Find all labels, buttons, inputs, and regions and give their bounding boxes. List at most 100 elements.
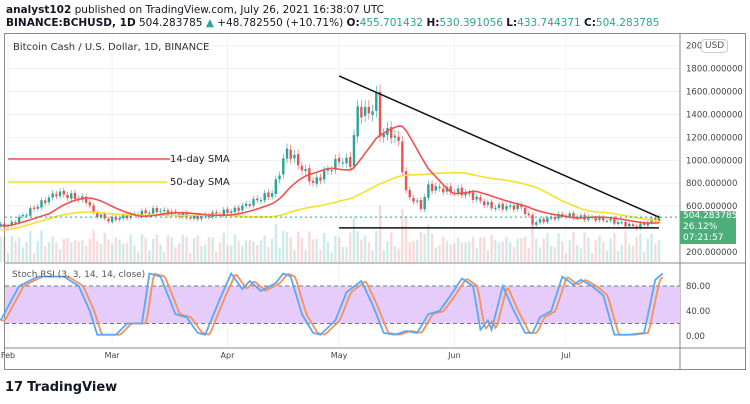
high-label: H: — [426, 17, 440, 29]
volume-bar — [445, 241, 449, 262]
volume-bar — [36, 241, 39, 262]
currency-button[interactable]: USD — [701, 39, 729, 53]
volume-bar — [32, 253, 36, 262]
candle-body — [285, 148, 289, 159]
volume-bar — [553, 246, 557, 262]
volume-bar — [587, 237, 590, 262]
candle-body — [326, 169, 330, 171]
candle-body — [88, 202, 92, 206]
stoch-tick-label: 0.00 — [686, 332, 705, 342]
volume-bar — [464, 242, 467, 262]
candle-body — [434, 186, 437, 191]
volume-bar — [442, 236, 445, 262]
volume-bar — [207, 236, 211, 262]
volume-bar — [404, 215, 408, 262]
candle-body — [323, 170, 326, 180]
volume-bar — [203, 244, 207, 262]
price-tick-label: 800.000000 — [686, 179, 737, 189]
volume-bar — [311, 239, 315, 262]
candle-body — [572, 213, 575, 219]
resistance-trendline — [338, 75, 660, 218]
candle-body — [125, 215, 129, 219]
candle-body — [382, 133, 385, 138]
volume-bar — [44, 246, 47, 262]
candle-body — [129, 214, 132, 218]
volume-bar — [609, 238, 612, 262]
volume-bar — [323, 232, 326, 262]
volume-bar — [371, 250, 374, 262]
volume-bar — [337, 237, 341, 262]
price-tick-label: 600.000000 — [686, 202, 737, 212]
volume-bar — [263, 235, 266, 262]
volume-bar — [423, 233, 426, 262]
volume-bar — [58, 248, 62, 262]
volume-bar — [468, 241, 471, 262]
volume-bar — [657, 240, 661, 262]
candle-body — [222, 209, 225, 216]
volume-bar — [624, 231, 627, 262]
candle-body — [404, 171, 408, 191]
tradingview-logo[interactable]: 𝟭𝟳 TradingView — [5, 380, 117, 395]
volume-bar — [401, 208, 404, 262]
volume-bar — [628, 243, 631, 262]
candle-body — [334, 158, 337, 170]
candle-body — [542, 218, 545, 223]
volume-bar — [460, 243, 464, 262]
volume-bar — [590, 253, 594, 262]
volume-bar — [6, 253, 10, 262]
indicator-title[interactable]: Stoch RSI (3, 3, 14, 14, close) — [12, 270, 146, 280]
volume-bar — [192, 238, 196, 262]
volume-bar — [408, 242, 411, 262]
volume-bar — [616, 251, 620, 262]
volume-bar — [77, 241, 80, 262]
candle-body — [520, 205, 523, 208]
volume-bar — [107, 239, 110, 262]
volume-bar — [438, 245, 441, 262]
candle-body — [408, 189, 411, 198]
candle-body — [509, 205, 512, 207]
volume-bar — [29, 231, 32, 262]
volume-bar — [270, 238, 274, 262]
candle-body — [646, 222, 650, 226]
candle-body — [25, 215, 28, 217]
candle-body — [657, 216, 661, 222]
volume-bar — [646, 238, 650, 262]
close-label: C: — [583, 17, 596, 29]
author[interactable]: analyst102 — [6, 4, 72, 16]
volume-bar — [509, 242, 512, 262]
volume-bar — [572, 231, 575, 262]
volume-bar — [538, 247, 542, 262]
volume-bar — [635, 236, 638, 262]
candle-body — [416, 200, 419, 202]
candle-body — [140, 210, 144, 217]
volume-bar — [349, 232, 352, 262]
candle-body — [114, 216, 118, 220]
time-axis-label: Jun — [447, 351, 461, 360]
candle-body — [248, 204, 251, 206]
candle-body — [494, 207, 497, 210]
chart-frame[interactable] — [4, 33, 746, 370]
candle-body — [244, 203, 248, 206]
candle-body — [371, 111, 374, 115]
candle-body — [110, 216, 114, 222]
volume-bar — [300, 238, 304, 262]
candle-body — [282, 158, 285, 175]
price-tick-label: 1200.000000 — [686, 133, 743, 143]
volume-bar — [189, 253, 192, 262]
candle-body — [259, 200, 263, 202]
volume-bar — [557, 233, 560, 262]
candle-body — [393, 135, 397, 138]
candle-body — [118, 217, 121, 220]
chart-title: Bitcoin Cash / U.S. Dollar, 1D, BINANCE — [13, 42, 210, 53]
volume-bar — [434, 247, 437, 262]
candle-body — [241, 205, 244, 211]
last-price: 504.283785 — [139, 17, 203, 29]
volume-bar — [88, 238, 92, 262]
candle-body — [378, 91, 382, 137]
candle-body — [531, 215, 534, 225]
candle-body — [73, 192, 77, 199]
stoch-k-line — [0, 271, 664, 336]
candle-body — [196, 215, 199, 220]
volume-bar — [110, 244, 114, 262]
